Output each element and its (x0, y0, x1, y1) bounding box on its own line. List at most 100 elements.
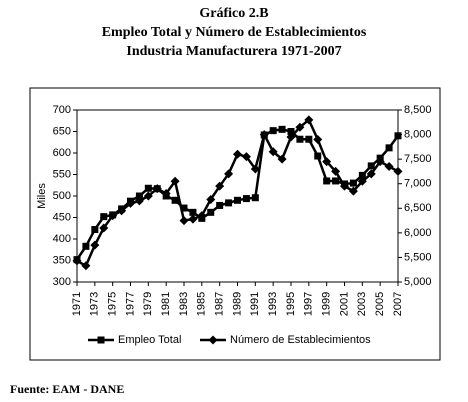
y2-tick-label: 7,500 (404, 153, 432, 165)
marker (152, 184, 162, 194)
y-axis-label: Miles (36, 183, 48, 209)
y-tick-label: 400 (53, 233, 71, 245)
x-tick-label: 1987 (214, 292, 226, 316)
y2-tick-label: 6,000 (404, 227, 432, 239)
marker (269, 127, 277, 135)
marker (90, 240, 100, 250)
marker (268, 147, 278, 157)
marker (313, 134, 323, 144)
marker (72, 256, 82, 266)
marker (134, 196, 144, 206)
marker (126, 198, 135, 208)
marker (331, 166, 341, 176)
marker (179, 216, 189, 226)
x-tick-label: 1989 (231, 292, 243, 316)
x-tick-label: 1991 (249, 292, 261, 316)
marker (135, 192, 143, 200)
marker (170, 176, 180, 186)
chart-subtitle: Empleo Total y Número de Establecimiento… (102, 25, 367, 40)
marker (97, 336, 105, 344)
source: Fuente: EAM - DANE (10, 382, 124, 396)
marker (82, 242, 90, 250)
marker (305, 135, 313, 143)
marker (277, 154, 287, 164)
marker (99, 223, 109, 233)
marker (91, 226, 99, 234)
x-tick-label: 1979 (142, 292, 154, 316)
y-tick-label: 300 (53, 276, 71, 288)
marker (304, 115, 314, 125)
marker (287, 128, 295, 135)
x-tick-label: 1983 (178, 292, 190, 316)
marker (322, 157, 332, 167)
marker (100, 213, 108, 221)
marker (296, 135, 304, 143)
marker (367, 162, 375, 170)
x-tick-label: 1999 (321, 292, 333, 316)
marker (251, 194, 259, 202)
marker (208, 335, 218, 345)
marker (171, 196, 179, 204)
marker (117, 206, 127, 216)
x-tick-label: 1973 (89, 292, 101, 316)
marker (259, 130, 269, 140)
y-tick-label: 600 (53, 147, 71, 159)
marker (206, 194, 216, 204)
y-tick-label: 550 (53, 168, 71, 180)
x-tick-label: 2003 (356, 292, 368, 316)
legend-label: Empleo Total (118, 334, 181, 346)
marker (197, 211, 207, 221)
series-line (76, 117, 399, 268)
y2-tick-label: 7,000 (404, 178, 432, 190)
marker (384, 162, 394, 172)
x-tick-label: 1997 (303, 292, 315, 316)
marker (189, 208, 197, 216)
series-line (75, 128, 400, 261)
marker (143, 191, 153, 201)
x-tick-label: 2005 (374, 292, 386, 316)
y-tick-label: 650 (53, 125, 71, 137)
marker (385, 144, 393, 152)
x-tick-label: 1993 (267, 292, 279, 316)
chart-title: Gráfico 2.B (199, 6, 268, 21)
y-tick-label: 500 (53, 190, 71, 202)
x-tick-label: 1985 (196, 292, 208, 316)
marker (81, 261, 91, 271)
x-tick-label: 1995 (285, 292, 297, 316)
marker (224, 169, 234, 179)
marker (278, 125, 286, 133)
marker (323, 177, 331, 185)
x-tick-label: 1971 (71, 292, 83, 316)
chart-subtitle: Industria Manufacturera 1971-2007 (126, 44, 341, 59)
marker (215, 181, 225, 191)
marker (286, 132, 296, 142)
y2-tick-label: 8,000 (404, 128, 432, 140)
marker (393, 166, 403, 176)
x-tick-label: 1977 (124, 292, 136, 316)
marker (250, 164, 260, 174)
marker (161, 189, 171, 199)
marker (225, 199, 233, 207)
marker (295, 122, 305, 132)
y2-tick-label: 5,000 (404, 276, 432, 288)
marker (348, 186, 358, 196)
y-tick-label: 350 (53, 254, 71, 266)
legend-label: Número de Establecimientos (230, 334, 371, 346)
marker (340, 181, 349, 191)
x-tick-label: 1981 (160, 292, 172, 316)
marker (216, 201, 224, 209)
marker (332, 177, 340, 185)
marker (314, 152, 322, 160)
y-tick-label: 700 (53, 104, 71, 116)
marker (144, 184, 152, 192)
marker (108, 211, 118, 221)
marker (233, 149, 242, 159)
marker (349, 179, 357, 187)
marker (394, 132, 402, 140)
marker (207, 208, 215, 216)
plot-area (76, 109, 399, 283)
marker (241, 152, 251, 162)
marker (242, 195, 250, 203)
